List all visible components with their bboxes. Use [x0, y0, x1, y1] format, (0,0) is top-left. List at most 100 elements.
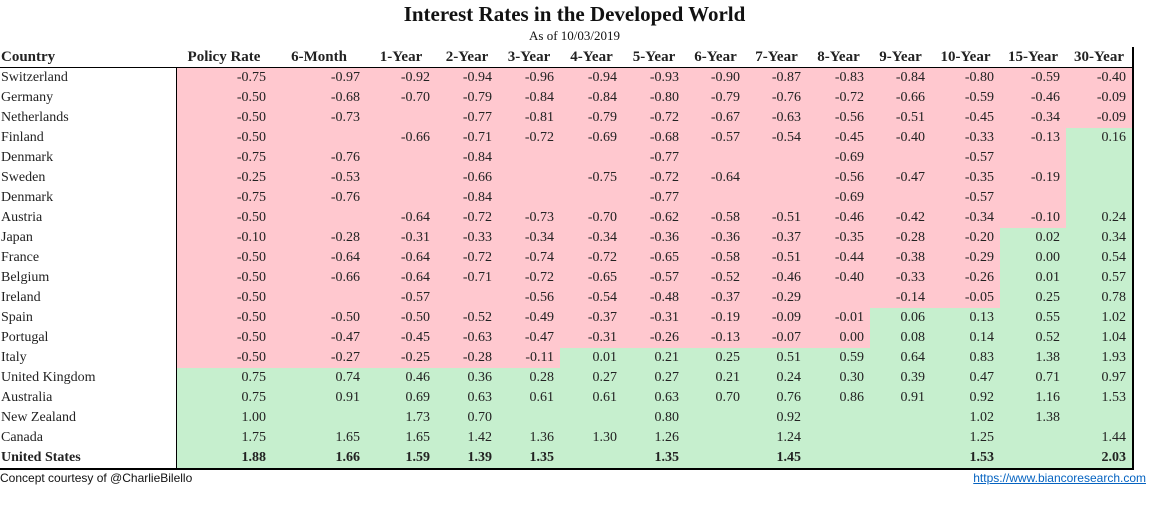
rate-cell: 0.52	[1000, 328, 1066, 348]
rate-cell: -0.11	[498, 348, 560, 368]
rate-cell: -0.37	[685, 288, 746, 308]
rate-cell: -0.47	[870, 168, 931, 188]
rate-cell: -0.26	[623, 328, 685, 348]
page-title: Interest Rates in the Developed World	[403, 2, 746, 26]
source-link[interactable]: https://www.biancoresearch.com	[973, 471, 1146, 485]
rate-cell	[272, 408, 366, 428]
country-cell: Finland	[0, 128, 177, 148]
rate-cell: -0.34	[1000, 108, 1066, 128]
country-cell: Switzerland	[0, 67, 177, 88]
rate-cell: 0.78	[1066, 288, 1134, 308]
rate-cell: 0.63	[436, 388, 498, 408]
table-row: Canada 1.75 1.65 1.65 1.42 1.36 1.30 1.26 1.24 1.…	[0, 428, 1134, 448]
rate-cell: -0.50	[272, 308, 366, 328]
rate-cell: -0.84	[436, 188, 498, 208]
table-row: Switzerland -0.75 -0.97 -0.92 -0.94 -0.96 -0.9…	[0, 67, 1134, 88]
rate-cell: -0.66	[870, 88, 931, 108]
rate-cell: -0.63	[436, 328, 498, 348]
rate-cell: 0.16	[1066, 128, 1134, 148]
column-header: 15-Year	[1000, 47, 1066, 68]
rate-cell: 0.08	[870, 328, 931, 348]
rate-cell: -0.28	[436, 348, 498, 368]
rate-cell: -0.72	[623, 168, 685, 188]
rate-cell: -0.48	[623, 288, 685, 308]
rate-cell: -0.09	[1066, 88, 1134, 108]
rate-cell: 1.35	[623, 448, 685, 470]
rate-cell: -0.31	[366, 228, 436, 248]
rate-cell: 0.02	[1000, 228, 1066, 248]
rate-cell: -0.45	[366, 328, 436, 348]
rate-cell: -0.62	[623, 208, 685, 228]
rate-cell: 0.91	[870, 388, 931, 408]
rate-cell: -0.34	[498, 228, 560, 248]
rate-cell: 1.88	[176, 448, 272, 470]
rate-cell	[498, 168, 560, 188]
rate-cell	[746, 188, 807, 208]
rate-cell: -0.64	[272, 248, 366, 268]
rate-cell: -0.47	[272, 328, 366, 348]
rate-cell: -0.57	[366, 288, 436, 308]
rate-cell: 1.35	[498, 448, 560, 470]
rate-cell	[870, 448, 931, 470]
table-row: Netherlands -0.50 -0.73 -0.77 -0.81 -0.79 -0.7…	[0, 108, 1134, 128]
rate-cell: -0.34	[931, 208, 1000, 228]
rate-cell: 0.47	[931, 368, 1000, 388]
rate-cell: 1.39	[436, 448, 498, 470]
rate-cell: -0.49	[498, 308, 560, 328]
rate-cell	[366, 188, 436, 208]
rate-cell	[1000, 148, 1066, 168]
table-row: New Zealand 1.00 1.73 0.70 0.80 0.92 1.02 1.38	[0, 408, 1134, 428]
rate-cell: 0.25	[1000, 288, 1066, 308]
rate-cell: 0.54	[1066, 248, 1134, 268]
rate-cell: -0.66	[436, 168, 498, 188]
rate-cell	[272, 128, 366, 148]
rate-cell: -0.09	[1066, 108, 1134, 128]
rate-cell: 0.01	[1000, 268, 1066, 288]
rate-cell: 1.24	[746, 428, 807, 448]
rate-cell: 0.55	[1000, 308, 1066, 328]
column-header: 8-Year	[807, 47, 870, 68]
rate-cell: 1.02	[1066, 308, 1134, 328]
table-row: Spain -0.50 -0.50 -0.50 -0.52 -0.49 -0.37 -0.31…	[0, 308, 1134, 328]
rate-cell: 1.38	[1000, 408, 1066, 428]
rate-cell: -0.26	[931, 268, 1000, 288]
rate-cell: 0.00	[1000, 248, 1066, 268]
rate-cell: -0.36	[623, 228, 685, 248]
rate-cell	[807, 448, 870, 470]
rate-cell: -0.51	[746, 248, 807, 268]
rate-cell	[685, 408, 746, 428]
rate-cell	[807, 428, 870, 448]
rate-cell: -0.50	[176, 348, 272, 368]
table-row: Sweden -0.25 -0.53 -0.66 -0.75 -0.72 -0.64 -0.5…	[0, 168, 1134, 188]
rate-cell	[1066, 168, 1134, 188]
column-header: Policy Rate	[176, 47, 272, 68]
rate-cell: -0.77	[436, 108, 498, 128]
rate-cell: -0.58	[685, 248, 746, 268]
rate-cell	[870, 188, 931, 208]
rate-cell	[685, 148, 746, 168]
rate-cell: 1.65	[366, 428, 436, 448]
country-cell: Denmark	[0, 148, 177, 168]
rate-cell: 1.04	[1066, 328, 1134, 348]
column-header: 1-Year	[366, 47, 436, 68]
table-row: Italy -0.50 -0.27 -0.25 -0.28 -0.11 0.01 0.21 0.…	[0, 348, 1134, 368]
rate-cell: -0.69	[560, 128, 623, 148]
country-cell: Portugal	[0, 328, 177, 348]
rate-cell	[1000, 188, 1066, 208]
rate-cell: -0.72	[623, 108, 685, 128]
rate-cell: 0.92	[746, 408, 807, 428]
rate-cell: 0.36	[436, 368, 498, 388]
rate-cell: -0.07	[746, 328, 807, 348]
credit-text: Concept courtesy of @CharlieBilello	[0, 471, 193, 485]
rate-cell: -0.46	[1000, 88, 1066, 108]
rate-cell: -0.40	[807, 268, 870, 288]
rate-cell: -0.56	[807, 108, 870, 128]
country-cell: Germany	[0, 88, 177, 108]
rate-cell: -0.94	[436, 67, 498, 88]
rate-cell: -0.33	[931, 128, 1000, 148]
country-cell: Japan	[0, 228, 177, 248]
rate-cell: -0.59	[931, 88, 1000, 108]
rate-cell: 2.03	[1066, 448, 1134, 470]
country-cell: Italy	[0, 348, 177, 368]
rate-cell: 1.25	[931, 428, 1000, 448]
